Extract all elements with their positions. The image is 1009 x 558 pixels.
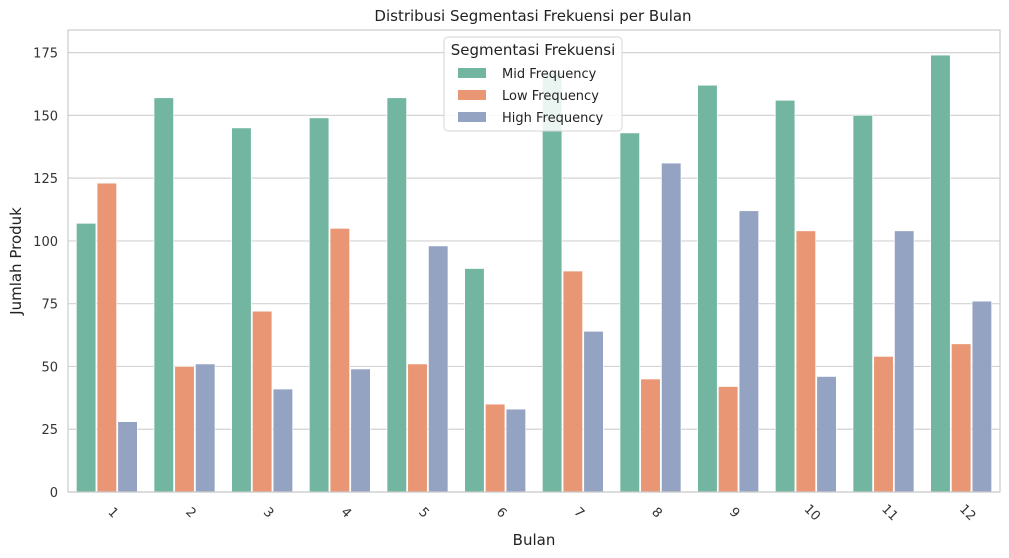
x-tick-label: 10 <box>801 502 823 524</box>
legend-entry: Low Frequency <box>502 89 599 104</box>
x-tick-label: 5 <box>415 505 431 521</box>
legend-entry: Mid Frequency <box>502 67 597 82</box>
y-tick-label: 0 <box>50 486 58 501</box>
bar-low-frequency-12 <box>951 343 972 493</box>
x-tick-label: 7 <box>571 505 587 521</box>
legend-entry: High Frequency <box>502 111 603 126</box>
bar-mid-frequency-6 <box>464 268 485 493</box>
bar-high-frequency-10 <box>816 376 837 493</box>
bar-high-frequency-9 <box>738 210 759 493</box>
bar-mid-frequency-2 <box>153 97 174 493</box>
bar-high-frequency-8 <box>661 162 682 493</box>
y-tick-label: 50 <box>41 360 58 375</box>
bar-high-frequency-12 <box>971 300 992 493</box>
legend-swatch <box>458 112 486 122</box>
bar-high-frequency-4 <box>350 368 371 493</box>
bar-low-frequency-10 <box>795 230 816 493</box>
x-tick-label: 11 <box>878 502 900 524</box>
legend-swatch <box>458 90 486 100</box>
legend-swatch <box>458 68 486 78</box>
bar-low-frequency-1 <box>96 182 117 493</box>
bar-mid-frequency-1 <box>76 223 97 493</box>
y-tick-label: 150 <box>33 109 58 124</box>
y-tick-label: 25 <box>41 423 58 438</box>
bar-mid-frequency-8 <box>619 132 640 493</box>
bar-mid-frequency-4 <box>309 117 330 493</box>
bar-low-frequency-9 <box>718 386 739 493</box>
bar-low-frequency-11 <box>873 356 894 493</box>
bar-mid-frequency-5 <box>386 97 407 493</box>
chart-title: Distribusi Segmentasi Frekuensi per Bula… <box>374 7 691 25</box>
x-axis-ticks: 1 2 3 4 5 6 7 8 9 10 11 12 <box>105 502 979 524</box>
bar-mid-frequency-3 <box>231 127 252 493</box>
bar-high-frequency-5 <box>428 245 449 493</box>
bar-high-frequency-7 <box>583 331 604 493</box>
bar-low-frequency-5 <box>407 363 428 493</box>
bar-mid-frequency-7 <box>542 72 563 493</box>
plot-frame <box>67 29 1001 493</box>
x-axis-label: Bulan <box>513 531 556 549</box>
bar-high-frequency-2 <box>195 363 216 493</box>
bar-high-frequency-1 <box>117 421 138 493</box>
bar-mid-frequency-11 <box>852 115 873 493</box>
bar-high-frequency-3 <box>272 388 293 493</box>
y-axis-ticks: 0 25 50 75 100 125 150 175 <box>33 47 58 501</box>
y-axis-label: Jumlah Produk <box>7 207 25 316</box>
bar-mid-frequency-10 <box>775 100 796 493</box>
bar-low-frequency-6 <box>485 403 506 493</box>
x-tick-label: 4 <box>338 505 354 521</box>
x-tick-label: 6 <box>493 505 509 521</box>
bar-high-frequency-11 <box>894 230 915 493</box>
y-tick-label: 125 <box>33 172 58 187</box>
bar-low-frequency-7 <box>562 270 583 493</box>
plot-border <box>67 29 1001 493</box>
x-tick-label: 2 <box>182 505 198 521</box>
legend: Segmentasi Frekuensi Mid Frequency Low Fre… <box>443 36 623 132</box>
y-tick-label: 100 <box>33 235 58 250</box>
bar-mid-frequency-12 <box>930 54 951 493</box>
x-tick-label: 8 <box>648 505 664 521</box>
bar-high-frequency-6 <box>505 408 526 493</box>
x-tick-label: 1 <box>105 505 121 521</box>
bar-low-frequency-2 <box>174 366 195 493</box>
x-tick-label: 3 <box>260 505 276 521</box>
bar-mid-frequency-9 <box>697 84 718 493</box>
x-tick-label: 9 <box>726 505 742 521</box>
legend-box <box>443 36 623 132</box>
y-tick-label: 175 <box>33 47 58 62</box>
legend-title: Segmentasi Frekuensi <box>451 41 616 59</box>
bar-low-frequency-8 <box>640 378 661 493</box>
bar-low-frequency-3 <box>252 310 273 493</box>
bar-low-frequency-4 <box>329 228 350 493</box>
bars <box>76 54 992 493</box>
y-tick-label: 75 <box>41 298 58 313</box>
x-tick-label: 12 <box>956 502 978 524</box>
